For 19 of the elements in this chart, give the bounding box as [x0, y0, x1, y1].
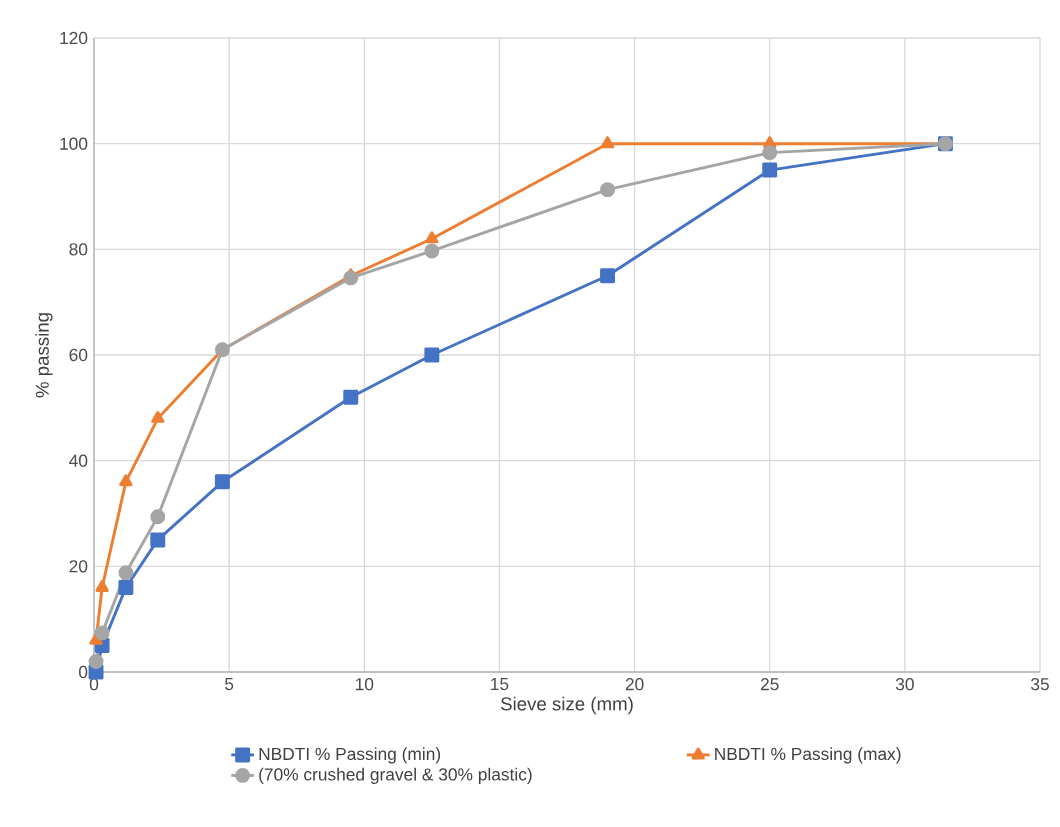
legend-label: (70% crushed gravel & 30% plastic) — [259, 767, 532, 784]
y-tick-label: 40 — [69, 454, 88, 467]
x-tick-label: 20 — [625, 678, 644, 691]
x-axis-title: Sieve size (mm) — [500, 696, 633, 715]
y-tick-label: 60 — [69, 348, 88, 362]
legend-label: NBDTI % Passing (min) — [259, 747, 441, 764]
y-tick-label: 0 — [78, 665, 88, 679]
x-tick-label: 10 — [355, 678, 374, 691]
x-tick-label: 5 — [225, 678, 234, 691]
legend-label: NBDTI % Passing (max) — [715, 747, 901, 764]
x-tick-label: 30 — [895, 678, 914, 691]
y-tick-label: 80 — [69, 243, 88, 256]
y-tick-label: 20 — [69, 560, 88, 573]
y-axis-title: % passing — [35, 313, 53, 398]
x-tick-label: 35 — [1031, 678, 1049, 691]
y-tick-label: 100 — [60, 137, 88, 150]
y-tick-label: 120 — [60, 31, 88, 45]
x-tick-label: 25 — [760, 678, 779, 691]
x-tick-label: 15 — [491, 678, 509, 691]
